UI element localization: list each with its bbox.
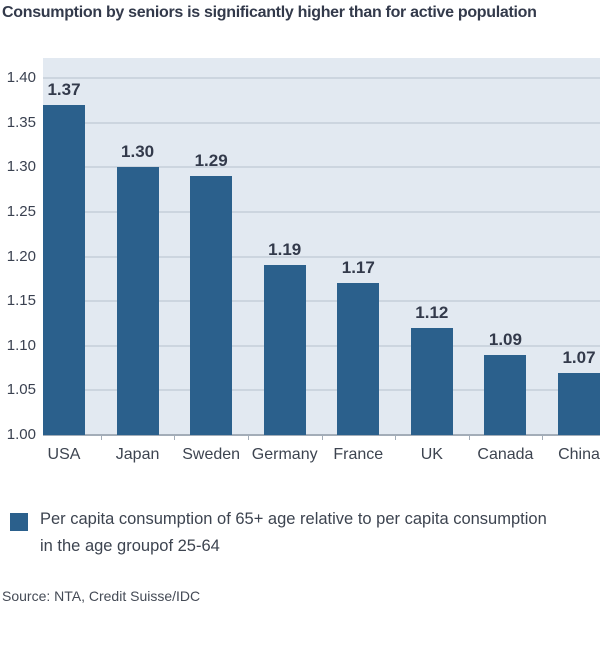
x-tick-mark [100, 435, 102, 440]
x-tick-label: Sweden [182, 446, 241, 463]
y-tick-label: 1.40 [6, 69, 36, 86]
gridline [43, 389, 600, 392]
y-tick-label: 1.00 [6, 426, 36, 443]
gridline [43, 77, 600, 79]
x-tick-label: France [333, 446, 384, 463]
bar [337, 283, 380, 435]
y-tick-label: 1.20 [6, 247, 36, 265]
y-tick-label: 1.05 [6, 381, 36, 399]
x-tick-label: Canada [477, 446, 534, 463]
bar [484, 354, 527, 435]
bar-value-label: 1.17 [341, 258, 375, 278]
x-axis-labels: USA Japan Sweden Germany France UK Canada China [43, 446, 600, 466]
bar-value-label: 1.09 [488, 329, 522, 349]
y-tick-label: 1.15 [6, 292, 36, 310]
bar [43, 104, 85, 435]
y-tick-label: 1.30 [6, 158, 36, 176]
x-tick-label: Germany [251, 446, 318, 463]
legend-label-line1: Per capita consumption of 65+ age relati… [40, 510, 547, 528]
bar [190, 176, 233, 435]
y-axis: 1.00 1.05 1.10 1.15 1.20 1.25 1.30 1.35 1.40 [0, 58, 36, 443]
x-tick-mark [174, 435, 176, 440]
bar [263, 265, 306, 435]
bar-value-label: 1.30 [121, 142, 155, 162]
legend-label-line2: in the age groupof 25-64 [40, 537, 220, 555]
chart-title: Consumption by seniors is significantly … [2, 4, 537, 21]
source-note: Source: NTA, Credit Suisse/IDC [2, 588, 201, 604]
x-tick-label: Japan [115, 446, 160, 463]
bar-value-label: 1.29 [194, 151, 228, 171]
legend-label: Per capita consumption of 65+ age relati… [40, 506, 594, 560]
gridline [43, 121, 600, 124]
bar-value-label: 1.19 [268, 240, 302, 260]
bar [558, 372, 600, 435]
x-tick-label: China [558, 446, 600, 463]
x-tick-mark [395, 435, 397, 440]
y-tick-label: 1.10 [6, 336, 36, 354]
x-tick-label: UK [420, 446, 443, 463]
gridline [43, 344, 600, 347]
x-tick-mark [247, 435, 249, 440]
x-tick-mark [542, 435, 544, 440]
y-tick-label: 1.35 [6, 113, 36, 131]
x-tick-label: USA [47, 446, 81, 463]
bar [116, 167, 159, 435]
gridline [43, 255, 600, 258]
bar-value-label: 1.37 [47, 79, 81, 99]
bar [410, 327, 453, 435]
gridline [43, 166, 600, 169]
x-tick-mark [321, 435, 323, 440]
gridline [43, 210, 600, 213]
bar-value-label: 1.12 [415, 302, 449, 322]
y-tick-label: 1.25 [6, 202, 36, 220]
bar-value-label: 1.07 [562, 347, 596, 367]
x-tick-mark [468, 435, 470, 440]
gridline [43, 300, 600, 303]
plot-area: 1.37 1.30 1.29 1.19 1.17 1.12 1.09 1.07 [43, 58, 600, 440]
legend-swatch [10, 513, 28, 531]
